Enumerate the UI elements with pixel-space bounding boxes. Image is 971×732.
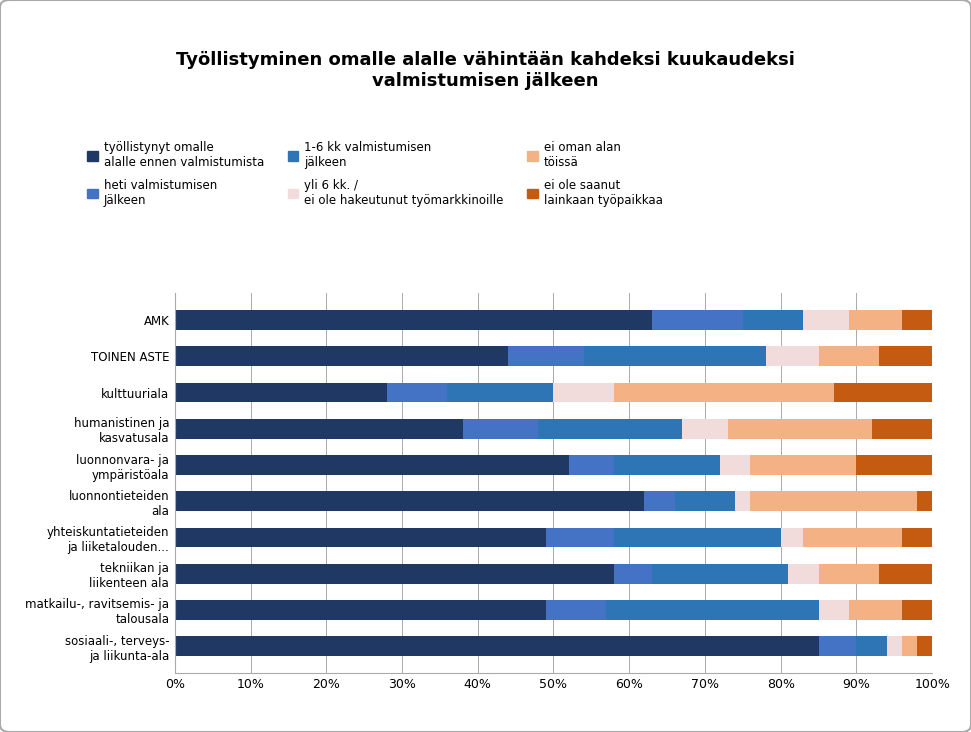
Bar: [765, 346, 819, 366]
Bar: [788, 564, 819, 583]
Legend: työllistynyt omalle
alalle ennen valmistumista, heti valmistumisen
Jälkeen, 1-6 : työllistynyt omalle alalle ennen valmist…: [84, 138, 666, 210]
Bar: [683, 419, 727, 438]
Bar: [917, 491, 932, 511]
Bar: [902, 600, 932, 620]
Bar: [508, 346, 584, 366]
Bar: [834, 383, 932, 403]
Bar: [175, 310, 652, 330]
Bar: [175, 528, 546, 548]
Bar: [720, 455, 751, 475]
Bar: [175, 455, 569, 475]
Text: Työllistyminen omalle alalle vähintään kahdeksi kuukaudeksi
valmistumisen jälkee: Työllistyminen omalle alalle vähintään k…: [176, 51, 795, 90]
Bar: [879, 564, 932, 583]
Bar: [751, 491, 917, 511]
Bar: [743, 310, 803, 330]
Bar: [856, 636, 887, 656]
Bar: [386, 383, 448, 403]
Bar: [175, 491, 645, 511]
Bar: [607, 600, 819, 620]
Bar: [849, 310, 902, 330]
Bar: [803, 528, 902, 548]
Bar: [856, 455, 932, 475]
Bar: [902, 636, 917, 656]
Bar: [538, 419, 683, 438]
Bar: [175, 383, 386, 403]
Bar: [727, 419, 872, 438]
Bar: [781, 528, 803, 548]
Bar: [819, 636, 856, 656]
Bar: [614, 528, 781, 548]
Bar: [887, 636, 902, 656]
Bar: [819, 346, 879, 366]
Bar: [546, 528, 614, 548]
Bar: [546, 600, 607, 620]
Bar: [175, 346, 508, 366]
Bar: [902, 528, 932, 548]
Bar: [872, 419, 932, 438]
Bar: [803, 310, 849, 330]
Bar: [569, 455, 614, 475]
Bar: [175, 636, 819, 656]
Bar: [175, 419, 462, 438]
Bar: [614, 564, 652, 583]
Bar: [175, 564, 614, 583]
Bar: [614, 383, 834, 403]
Bar: [553, 383, 614, 403]
Bar: [675, 491, 735, 511]
Bar: [462, 419, 538, 438]
Bar: [614, 455, 720, 475]
Bar: [917, 636, 932, 656]
Bar: [849, 600, 902, 620]
Bar: [819, 600, 849, 620]
Bar: [652, 564, 788, 583]
Bar: [175, 600, 546, 620]
Bar: [652, 310, 743, 330]
Bar: [584, 346, 765, 366]
Bar: [735, 491, 751, 511]
Bar: [902, 310, 932, 330]
Bar: [879, 346, 932, 366]
Bar: [448, 383, 553, 403]
Bar: [645, 491, 675, 511]
Bar: [751, 455, 856, 475]
Bar: [819, 564, 879, 583]
